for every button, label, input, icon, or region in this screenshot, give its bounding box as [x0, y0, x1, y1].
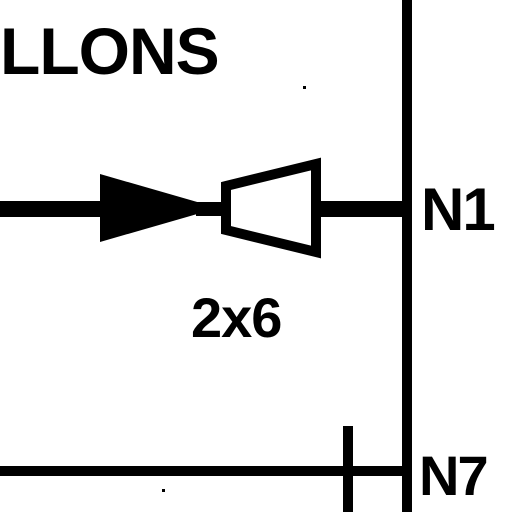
speck-mark [162, 489, 165, 492]
node-label-n1: N1 [421, 176, 496, 243]
title-label: LLONS [0, 14, 220, 88]
pipe-right-segment [316, 201, 404, 217]
pipe-left-segment [0, 201, 108, 217]
fitting-size-label: 2x6 [191, 286, 282, 349]
flow-arrow-icon [100, 174, 218, 242]
pipe-lower [0, 466, 404, 476]
reducer-icon [221, 157, 321, 259]
pipe-tick-mark [343, 426, 353, 512]
speck-mark [303, 86, 306, 89]
node-label-n7: N7 [419, 444, 489, 507]
bus-line [402, 0, 412, 512]
